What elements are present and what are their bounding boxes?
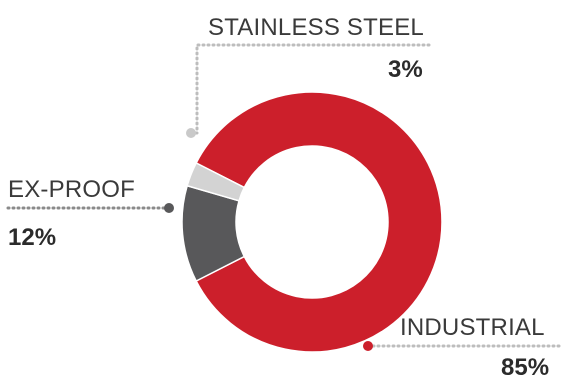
slice-stainless-steel bbox=[186, 161, 246, 202]
leader-dot-stainless-steel bbox=[186, 128, 196, 138]
value-ex-proof: 12% bbox=[8, 224, 57, 251]
label-stainless-steel: STAINLESS STEEL bbox=[208, 14, 424, 41]
leader-lines bbox=[6, 43, 562, 351]
leader-dot-industrial bbox=[363, 341, 373, 351]
donut-slices bbox=[181, 91, 443, 353]
leader-dot-ex-proof bbox=[164, 203, 174, 213]
leader-line-stainless-steel bbox=[189, 43, 432, 135]
value-industrial: 85% bbox=[501, 354, 550, 381]
value-stainless-steel: 3% bbox=[388, 56, 423, 83]
label-industrial: INDUSTRIAL bbox=[400, 314, 545, 341]
label-ex-proof: EX-PROOF bbox=[8, 176, 135, 203]
slice-industrial bbox=[195, 91, 443, 353]
